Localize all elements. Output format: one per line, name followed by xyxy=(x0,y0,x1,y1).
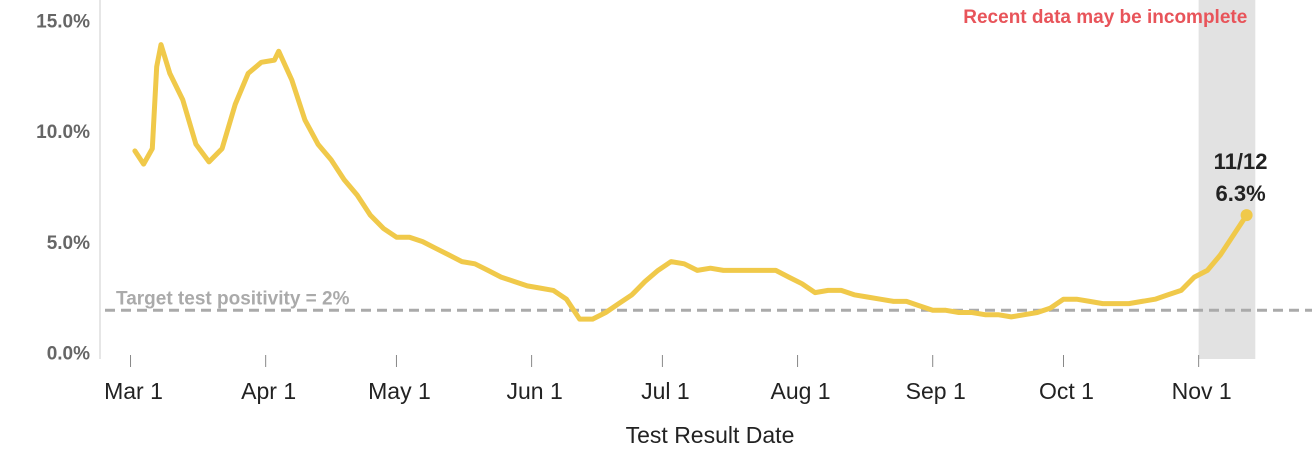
x-axis-label: Test Result Date xyxy=(626,422,795,448)
y-tick-label: 0.0% xyxy=(47,344,90,365)
value-label: 6.3% xyxy=(1216,181,1266,206)
x-tick-label: Sep 1 xyxy=(906,378,966,404)
y-tick-label: 10.0% xyxy=(36,122,90,143)
x-tick-label: Jun 1 xyxy=(506,378,562,404)
x-tick-label: Mar 1 xyxy=(104,378,163,404)
end-point xyxy=(1240,209,1253,222)
x-tick-label: Aug 1 xyxy=(770,378,830,404)
y-tick-label: 5.0% xyxy=(47,233,90,254)
x-tick-label: Oct 1 xyxy=(1039,378,1094,404)
target-label: Target test positivity = 2% xyxy=(116,288,350,309)
highlight-label: Recent data may be incomplete xyxy=(963,7,1247,28)
x-tick-label: May 1 xyxy=(368,378,431,404)
highlight-band xyxy=(1198,0,1256,359)
x-tick-label: Apr 1 xyxy=(241,378,296,404)
x-tick-label: Jul 1 xyxy=(641,378,690,404)
x-tick-label: Nov 1 xyxy=(1172,378,1232,404)
data-line xyxy=(132,42,1250,322)
y-tick-label: 15.0% xyxy=(36,11,90,32)
annotation: 11/12 xyxy=(1214,149,1268,174)
